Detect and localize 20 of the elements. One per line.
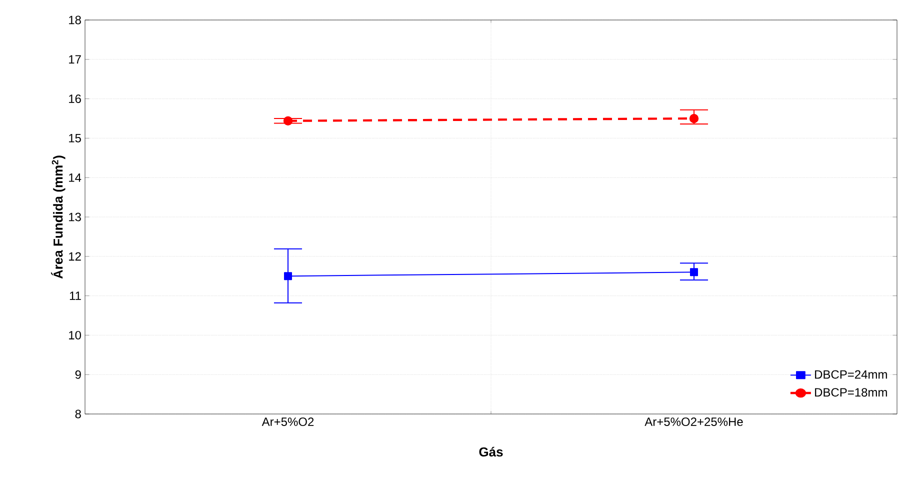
y-tick-label: 18 xyxy=(69,16,81,24)
y-tick-label: 13 xyxy=(69,212,81,222)
x-axis-title: Gás xyxy=(479,446,503,457)
point xyxy=(690,268,698,276)
x-tick-label: Ar+5%O2 xyxy=(262,418,314,426)
point xyxy=(284,272,292,280)
y-axis-title: Área Fundida (mm$^{2}$) xyxy=(51,156,66,279)
y-tick-label: 10 xyxy=(69,330,82,340)
y-tick-label: 16 xyxy=(69,94,81,104)
legend-label: DBCP=24mm xyxy=(815,370,887,379)
y-tick-label: 15 xyxy=(69,134,81,142)
y-tick-label: 12 xyxy=(69,252,81,261)
y-tick-label: 8 xyxy=(75,410,81,418)
point xyxy=(283,116,293,126)
y-tick-label: 14 xyxy=(69,173,82,182)
legend-label: DBCP=18mm xyxy=(815,388,887,397)
x-tick-label: Ar+5%O2+25%He xyxy=(644,418,743,426)
y-tick-label: 17 xyxy=(69,55,81,64)
y-tick-label: 11 xyxy=(70,292,81,300)
y-tick-label: 9 xyxy=(75,370,81,379)
